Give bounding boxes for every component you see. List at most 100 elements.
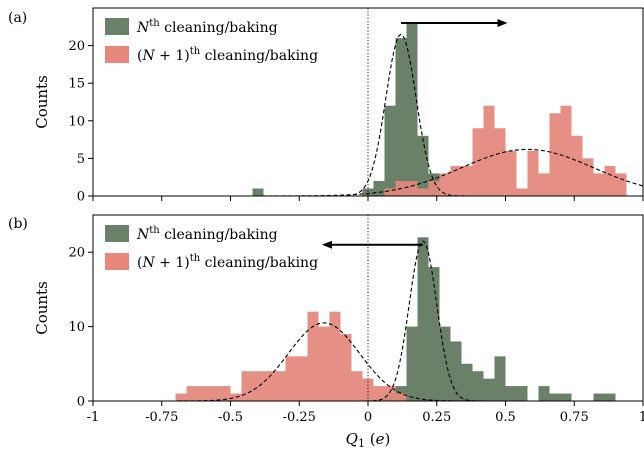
histogram-bar: [329, 311, 341, 401]
histogram-bar: [604, 165, 616, 196]
y-tick-label: 0: [77, 190, 85, 205]
legend-swatch: [105, 253, 129, 270]
histogram-bar: [285, 356, 297, 401]
histogram-bar: [373, 386, 385, 401]
x-tick-label: 0.25: [422, 410, 451, 425]
histogram-bar: [197, 386, 209, 401]
histogram-bar: [538, 173, 550, 196]
x-tick-label: 0: [364, 410, 372, 425]
legend-entry: Nth cleaning/baking: [136, 18, 278, 36]
histogram-bar: [208, 386, 220, 401]
legend: Nth cleaning/baking (N + 1)th cleaning/ba…: [105, 18, 318, 64]
histogram-bar: [494, 128, 506, 196]
panel-a: 0 5 10 15 20 Counts (a) Nth cleaning/baking (N +…: [8, 7, 644, 205]
x-tick-label: -0.25: [283, 410, 316, 425]
y-tick-label: 0: [77, 395, 85, 410]
x-tick-label: -0.5: [218, 410, 243, 425]
histogram-bar: [406, 23, 418, 197]
series-N1-bars: [175, 311, 407, 401]
histogram-bar: [472, 128, 484, 196]
histogram-bar: [549, 393, 561, 401]
legend-swatch: [105, 18, 129, 35]
histogram-bar: [450, 341, 462, 401]
histogram-bar: [516, 188, 528, 196]
histogram-bar: [505, 386, 517, 401]
series-N1-bars: [384, 105, 627, 196]
x-tick-label: 0.5: [495, 410, 516, 425]
histogram-bar: [384, 105, 396, 196]
panel-b: 0 10 20 -1 -0.75 -0.5 -0.25 0 0.25 0.5 0.75 1 Counts…: [8, 214, 644, 450]
y-tick-label: 10: [68, 114, 85, 129]
histogram-bar: [472, 371, 484, 401]
histogram-bar: [219, 386, 231, 401]
histogram-bar: [417, 188, 429, 196]
y-axis-label: Counts: [33, 75, 51, 129]
histogram-bar: [582, 158, 594, 196]
legend-swatch: [105, 225, 129, 242]
histogram-bar: [307, 311, 319, 401]
series-N-bars: [384, 237, 616, 401]
y-tick-label: 5: [77, 152, 85, 167]
legend-entry: (N + 1)th cleaning/baking: [137, 46, 318, 64]
histogram-bar: [593, 173, 605, 196]
histogram-bar: [175, 393, 187, 401]
histogram-bar: [417, 135, 429, 196]
histogram-bar: [252, 371, 264, 401]
histogram-bar: [571, 135, 583, 196]
histogram-bar: [593, 393, 605, 401]
histogram-bar: [340, 334, 352, 401]
legend-swatch: [105, 46, 129, 63]
histogram-bar: [439, 173, 451, 196]
x-tick-label: -1: [87, 410, 100, 425]
x-tick-label: 0.75: [560, 410, 589, 425]
histogram-bar: [406, 180, 418, 196]
histogram-bar: [538, 386, 550, 401]
histogram-bar: [494, 356, 506, 401]
histogram-bar: [362, 188, 374, 196]
y-tick-label: 20: [68, 39, 85, 54]
histogram-bar: [406, 326, 418, 401]
histogram-bar: [296, 356, 308, 401]
histogram-bar: [384, 188, 396, 196]
legend: Nth cleaning/baking (N + 1)th cleaning/ba…: [105, 225, 318, 271]
histogram-bar: [505, 150, 517, 196]
histogram-bar: [428, 180, 440, 196]
y-axis-label: Counts: [33, 281, 51, 335]
histogram-bar: [516, 386, 528, 401]
histogram-bar: [395, 393, 407, 401]
histogram-bar: [560, 105, 572, 196]
histogram-bar: [483, 105, 495, 196]
histogram-bar: [395, 38, 407, 196]
legend-entry: (N + 1)th cleaning/baking: [137, 253, 318, 271]
histogram-bar: [483, 378, 495, 401]
histogram-bar: [615, 173, 627, 196]
histogram-bar: [560, 393, 572, 401]
y-tick-label: 20: [68, 246, 85, 261]
histogram-bar: [186, 386, 198, 401]
x-tick-label: -0.75: [145, 410, 178, 425]
panel-label: (b): [8, 216, 28, 232]
histogram-bar: [351, 371, 363, 401]
histogram-bar: [527, 150, 539, 196]
histogram-bar: [263, 371, 275, 401]
histogram-bar: [461, 363, 473, 401]
histogram-bar: [439, 326, 451, 401]
y-tick-label: 15: [68, 77, 85, 92]
histogram-bar: [428, 267, 440, 401]
histogram-bar: [252, 188, 264, 196]
histogram-bar: [241, 371, 253, 401]
histogram-bar: [450, 165, 462, 196]
histogram-bar: [274, 371, 286, 401]
histogram-bar: [417, 237, 429, 401]
panel-label: (a): [8, 10, 27, 26]
histogram-bar: [362, 378, 374, 401]
y-tick-label: 10: [68, 320, 85, 335]
histogram-bar: [604, 393, 616, 401]
x-tick-label: 1: [639, 410, 644, 425]
histogram-bar: [373, 180, 385, 196]
histogram-bar: [384, 386, 396, 401]
histogram-bar: [461, 165, 473, 196]
histogram-bar: [549, 113, 561, 196]
legend-entry: Nth cleaning/baking: [136, 225, 278, 243]
